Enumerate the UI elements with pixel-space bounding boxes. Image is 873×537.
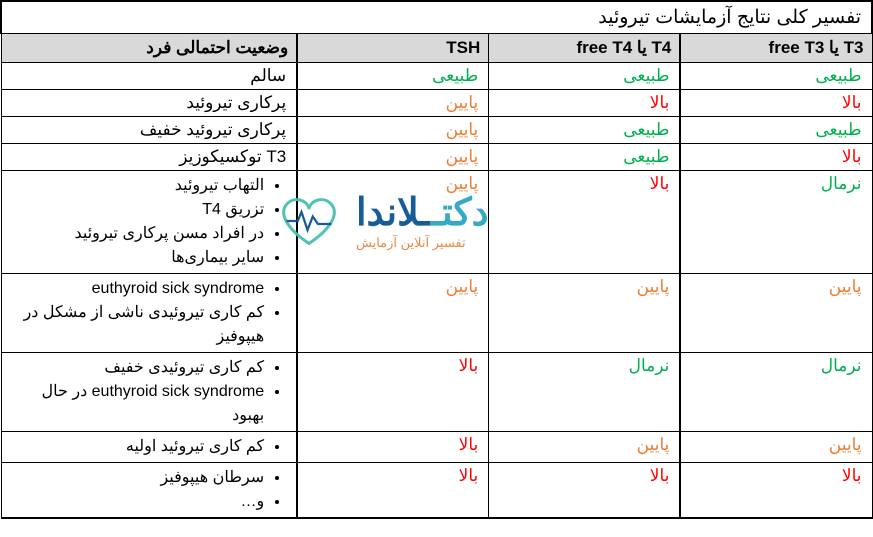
cell-tsh: بالا — [297, 463, 489, 519]
condition-item: کم کاری تیروئیدی ناشی از مشکل در هیپوفیز — [12, 301, 265, 349]
table-title: تفسیر کلی نتایج آزمایشات تیروئید — [1, 1, 872, 34]
cell-condition: التهاب تیروئیدتزریق T4در افراد مسن پرکار… — [1, 171, 297, 274]
title-row: تفسیر کلی نتایج آزمایشات تیروئید — [1, 1, 872, 34]
condition-item: کم کاری تیروئیدی خفیف — [12, 356, 265, 380]
condition-item: کم کاری تیروئید اولیه — [12, 435, 265, 459]
cell-tsh: بالا — [297, 432, 489, 463]
thyroid-interpretation-table: تفسیر کلی نتایج آزمایشات تیروئید T3 یا f… — [0, 0, 873, 519]
cell-t3: نرمال — [680, 353, 872, 432]
table-row: نرمالنرمالبالاکم کاری تیروئیدی خفیفeuthy… — [1, 353, 872, 432]
cell-tsh: پایین — [297, 274, 489, 353]
condition-item: تزریق T4 — [12, 198, 265, 222]
col-header-t3: T3 یا free T3 — [680, 34, 872, 63]
condition-item: سایر بیماری‌ها — [12, 246, 265, 270]
cell-t4: طبیعی — [489, 144, 681, 171]
cell-t3: طبیعی — [680, 63, 872, 90]
condition-item: euthyroid sick syndrome — [12, 277, 265, 301]
table-row: طبیعیطبیعیپایینپرکاری تیروئید خفیف — [1, 117, 872, 144]
cell-condition: کم کاری تیروئیدی خفیفeuthyroid sick synd… — [1, 353, 297, 432]
condition-item: التهاب تیروئید — [12, 174, 265, 198]
cell-t4: طبیعی — [489, 117, 681, 144]
cell-t3: بالا — [680, 463, 872, 519]
col-header-tsh: TSH — [297, 34, 489, 63]
table-row: نرمالبالاپایینالتهاب تیروئیدتزریق T4در ا… — [1, 171, 872, 274]
cell-tsh: پایین — [297, 117, 489, 144]
cell-condition: سرطان هیپوفیزو… — [1, 463, 297, 519]
cell-tsh: پایین — [297, 90, 489, 117]
cell-condition: کم کاری تیروئید اولیه — [1, 432, 297, 463]
cell-t4: طبیعی — [489, 63, 681, 90]
cell-t3: پایین — [680, 432, 872, 463]
cell-t4: نرمال — [489, 353, 681, 432]
col-header-cond: وضعیت احتمالی فرد — [1, 34, 297, 63]
cell-t3: بالا — [680, 144, 872, 171]
cell-tsh: بالا — [297, 353, 489, 432]
cell-tsh: طبیعی — [297, 63, 489, 90]
cell-condition: پرکاری تیروئید — [1, 90, 297, 117]
cell-t4: پایین — [489, 274, 681, 353]
condition-item: سرطان هیپوفیز — [12, 466, 265, 490]
table-row: بالاطبیعیپایینT3 توکسیکوزیز — [1, 144, 872, 171]
cell-tsh: پایین — [297, 171, 489, 274]
cell-t3: پایین — [680, 274, 872, 353]
cell-t4: پایین — [489, 432, 681, 463]
cell-condition: T3 توکسیکوزیز — [1, 144, 297, 171]
col-header-t4: T4 یا free T4 — [489, 34, 681, 63]
cell-condition: euthyroid sick syndromeکم کاری تیروئیدی … — [1, 274, 297, 353]
cell-t4: بالا — [489, 90, 681, 117]
table-body: طبیعیطبیعیطبیعیسالمبالابالاپایینپرکاری ت… — [1, 63, 872, 519]
cell-t4: بالا — [489, 463, 681, 519]
cell-tsh: پایین — [297, 144, 489, 171]
cell-t4: بالا — [489, 171, 681, 274]
cell-condition: سالم — [1, 63, 297, 90]
table-row: پایینپایینبالاکم کاری تیروئید اولیه — [1, 432, 872, 463]
table-row: بالابالابالاسرطان هیپوفیزو… — [1, 463, 872, 519]
cell-t3: نرمال — [680, 171, 872, 274]
cell-t3: بالا — [680, 90, 872, 117]
header-row: T3 یا free T3 T4 یا free T4 TSH وضعیت اح… — [1, 34, 872, 63]
cell-t3: طبیعی — [680, 117, 872, 144]
condition-item: euthyroid sick syndrome در حال بهبود — [12, 380, 265, 428]
condition-item: و… — [12, 490, 265, 514]
table-row: طبیعیطبیعیطبیعیسالم — [1, 63, 872, 90]
table-row: بالابالاپایینپرکاری تیروئید — [1, 90, 872, 117]
table-row: پایینپایینپایینeuthyroid sick syndromeکم… — [1, 274, 872, 353]
cell-condition: پرکاری تیروئید خفیف — [1, 117, 297, 144]
condition-item: در افراد مسن پرکاری تیروئید — [12, 222, 265, 246]
